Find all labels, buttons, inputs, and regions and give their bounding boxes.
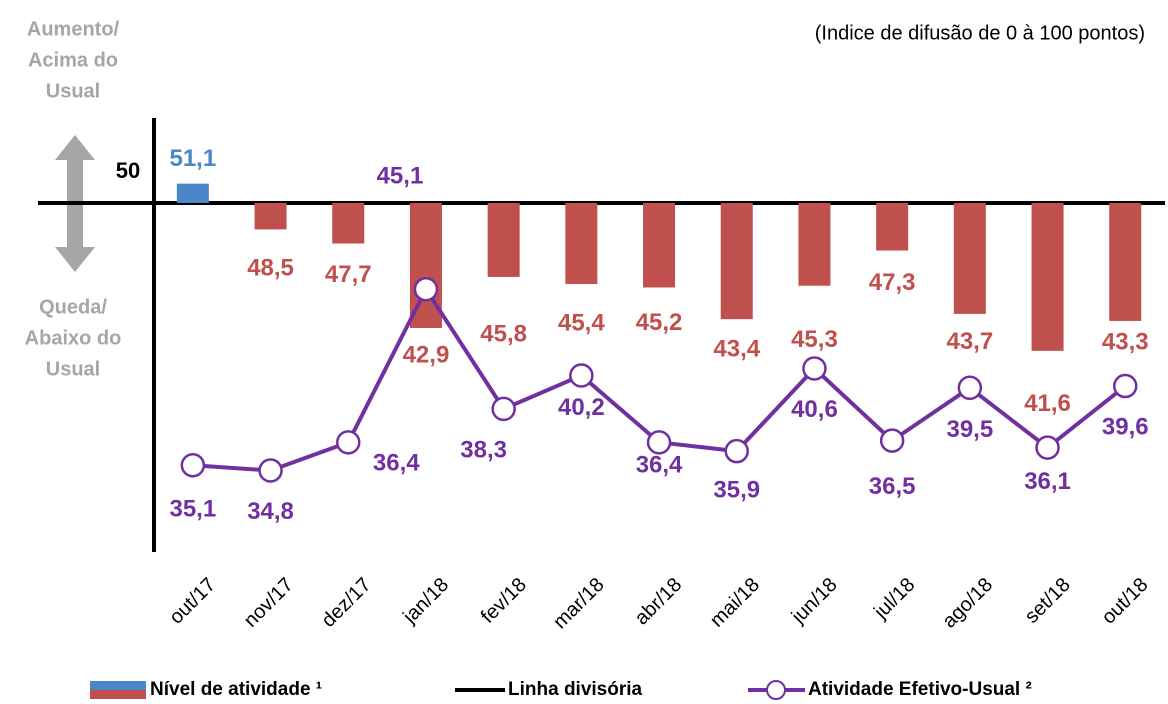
line-point: [1113, 373, 1138, 399]
legend-swatch: [90, 690, 146, 699]
line-value-label: 40,2: [558, 394, 605, 421]
bar-value-label: 42,9: [403, 341, 450, 368]
bar: [1031, 203, 1064, 351]
bar-value-label: 43,3: [1102, 328, 1149, 355]
legend-label: Linha divisória: [508, 679, 643, 700]
line-point: [879, 428, 905, 453]
line-value-label: 40,6: [791, 396, 838, 423]
bar-value-label: 47,7: [325, 261, 372, 288]
bar-value-label: 48,5: [247, 255, 294, 282]
x-tick-label: out/17: [165, 574, 220, 629]
line-value-label: 35,1: [169, 496, 216, 523]
line-value-label: 36,5: [869, 473, 916, 500]
line-point: [802, 356, 827, 381]
x-tick-label: jan/18: [398, 574, 453, 629]
bar-value-label: 45,4: [558, 309, 605, 336]
line-point: [646, 430, 672, 455]
x-tick-label: nov/17: [240, 574, 298, 632]
bar-value-label: 51,1: [169, 145, 216, 172]
x-tick-label: ago/18: [938, 574, 997, 633]
bar: [1109, 203, 1142, 321]
side-annotation: Abaixo do: [25, 327, 122, 349]
legend-label: Atividade Efetivo-Usual ²: [808, 679, 1032, 700]
side-annotation: Usual: [46, 80, 100, 102]
bar: [798, 203, 831, 286]
line-point: [258, 458, 283, 483]
x-tick-label: abr/18: [631, 574, 687, 630]
line-value-label: 34,8: [247, 498, 294, 525]
y-tick-label: 50: [116, 158, 140, 183]
line-value-label: 36,1: [1024, 468, 1071, 495]
bar: [720, 203, 753, 320]
line-value-label: 38,3: [460, 436, 507, 463]
bar-value-label: 45,3: [791, 326, 838, 353]
bar: [254, 203, 287, 230]
side-annotation: Queda/: [39, 296, 107, 318]
bar-value-label: 43,4: [713, 336, 760, 363]
x-tick-label: out/18: [1098, 574, 1153, 629]
legend-swatch: [766, 680, 786, 700]
line-value-label: 36,4: [636, 452, 683, 479]
line-point: [180, 452, 206, 478]
x-tick-label: jun/18: [787, 574, 842, 629]
line-value-label: 35,9: [713, 477, 760, 504]
x-tick-label: mar/18: [549, 574, 609, 634]
x-tick-label: jul/18: [869, 574, 919, 624]
line-point: [569, 363, 594, 388]
bar-value-label: 45,2: [636, 309, 683, 336]
bar: [953, 203, 986, 314]
bar-value-label: 45,8: [480, 320, 527, 347]
line-point: [413, 276, 439, 302]
bar: [565, 203, 598, 284]
bar-value-label: 43,7: [946, 328, 993, 355]
bar: [643, 203, 676, 288]
line-value-label: 45,1: [377, 163, 424, 190]
line-value-label: 39,5: [946, 416, 993, 443]
x-tick-label: set/18: [1021, 574, 1075, 628]
x-tick-label: mai/18: [706, 574, 764, 632]
legend-label: Nível de atividade ¹: [150, 679, 322, 700]
bar: [876, 203, 909, 251]
side-annotation: Aumento/: [27, 18, 120, 40]
line-value-label: 39,6: [1102, 413, 1149, 440]
line-point: [724, 438, 749, 464]
x-tick-label: dez/17: [317, 574, 375, 632]
legend-swatch: [90, 681, 146, 690]
line-point: [491, 396, 516, 422]
side-annotation: Acima do: [28, 49, 118, 71]
side-annotation: Usual: [46, 358, 100, 380]
line-value-label: 36,4: [373, 450, 420, 477]
line-point: [336, 430, 361, 455]
bar-value-label: 47,3: [869, 269, 916, 296]
line-point: [957, 375, 983, 401]
bar: [332, 203, 365, 244]
bar-value-label: 41,6: [1024, 390, 1071, 417]
bar: [176, 183, 209, 203]
x-tick-label: fev/18: [477, 574, 531, 628]
line-point: [1035, 435, 1060, 460]
chart-note: (Indice de difusão de 0 à 100 pontos): [815, 22, 1145, 44]
bar: [487, 203, 520, 277]
